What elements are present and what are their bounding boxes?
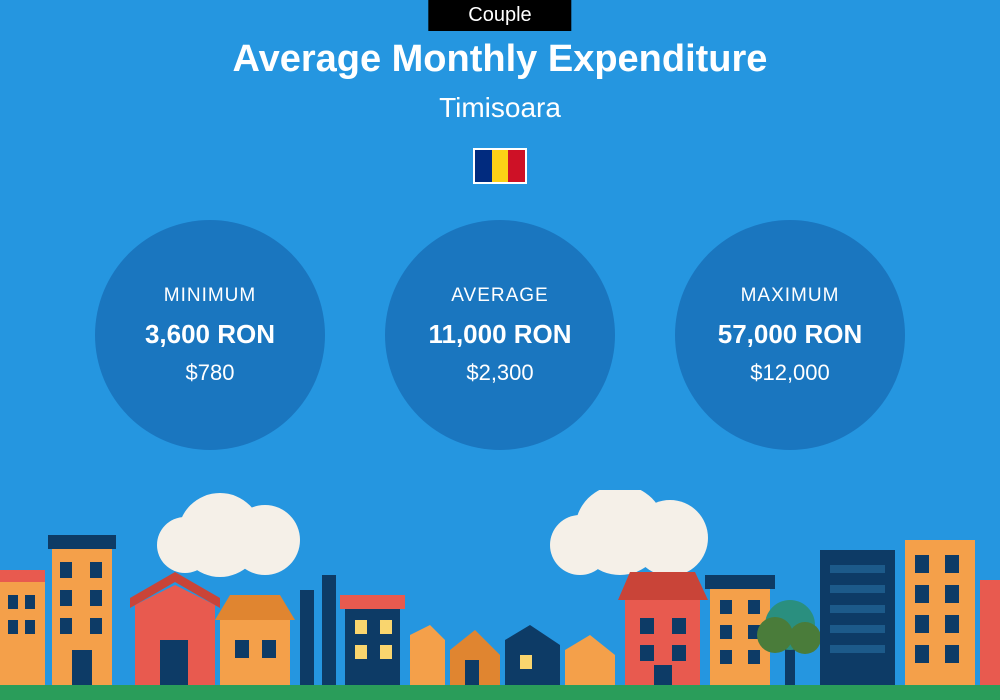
flag-stripe-red xyxy=(508,150,525,182)
flag-stripe-blue xyxy=(475,150,492,182)
stat-usd: $780 xyxy=(186,360,235,386)
stat-usd: $2,300 xyxy=(466,360,533,386)
stat-amount: 3,600 RON xyxy=(145,319,275,350)
romania-flag-icon xyxy=(473,148,527,184)
stat-circle-average: AVERAGE 11,000 RON $2,300 xyxy=(385,220,615,450)
stat-amount: 57,000 RON xyxy=(718,319,863,350)
stat-circles: MINIMUM 3,600 RON $780 AVERAGE 11,000 RO… xyxy=(0,220,1000,450)
flag-stripe-yellow xyxy=(492,150,509,182)
cityscape-illustration xyxy=(0,490,1000,700)
stat-circle-minimum: MINIMUM 3,600 RON $780 xyxy=(95,220,325,450)
stat-usd: $12,000 xyxy=(750,360,830,386)
stat-label: MAXIMUM xyxy=(741,285,840,307)
city-name: Timisoara xyxy=(0,92,1000,124)
stat-circle-maximum: MAXIMUM 57,000 RON $12,000 xyxy=(675,220,905,450)
stat-label: AVERAGE xyxy=(451,285,548,307)
household-tab: Couple xyxy=(428,0,571,31)
stat-label: MINIMUM xyxy=(164,285,256,307)
tab-label: Couple xyxy=(468,4,531,26)
page-title: Average Monthly Expenditure xyxy=(0,38,1000,81)
stat-amount: 11,000 RON xyxy=(428,319,571,350)
